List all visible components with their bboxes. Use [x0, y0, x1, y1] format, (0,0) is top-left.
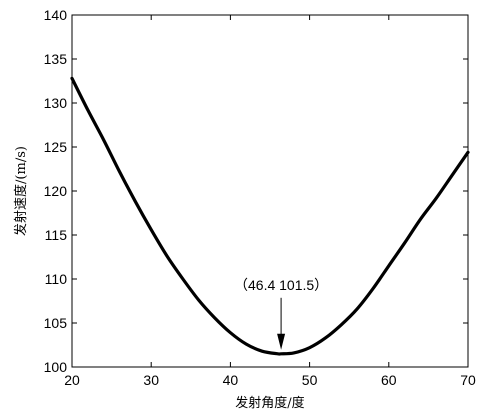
annotation-label: （46.4 101.5）	[234, 277, 328, 293]
x-tick-label: 70	[460, 372, 476, 388]
tick-labels: 20 30 40 50 60 70 100 105 110 115 120 125 130 135 140	[44, 7, 476, 388]
x-tick-label: 40	[223, 372, 239, 388]
y-tick-label: 120	[44, 183, 68, 199]
y-tick-label: 105	[44, 315, 68, 331]
x-axis-label: 发射角度/度	[235, 395, 304, 411]
tick-marks	[71, 14, 469, 368]
y-tick-label: 125	[44, 139, 68, 155]
series-line	[70, 76, 470, 356]
x-tick-label: 30	[143, 372, 159, 388]
x-tick-label: 20	[64, 372, 80, 388]
x-tick-label: 50	[302, 372, 318, 388]
y-tick-label: 110	[45, 271, 68, 287]
annotation-arrow-head	[277, 333, 286, 350]
y-axis-label: 发射速度/(m/s)	[13, 146, 29, 236]
y-tick-label: 140	[44, 7, 68, 23]
y-tick-label: 130	[44, 95, 68, 111]
y-tick-label: 115	[45, 227, 68, 243]
x-tick-label: 60	[381, 372, 397, 388]
y-tick-label: 100	[44, 359, 68, 375]
y-tick-label: 135	[44, 51, 68, 67]
